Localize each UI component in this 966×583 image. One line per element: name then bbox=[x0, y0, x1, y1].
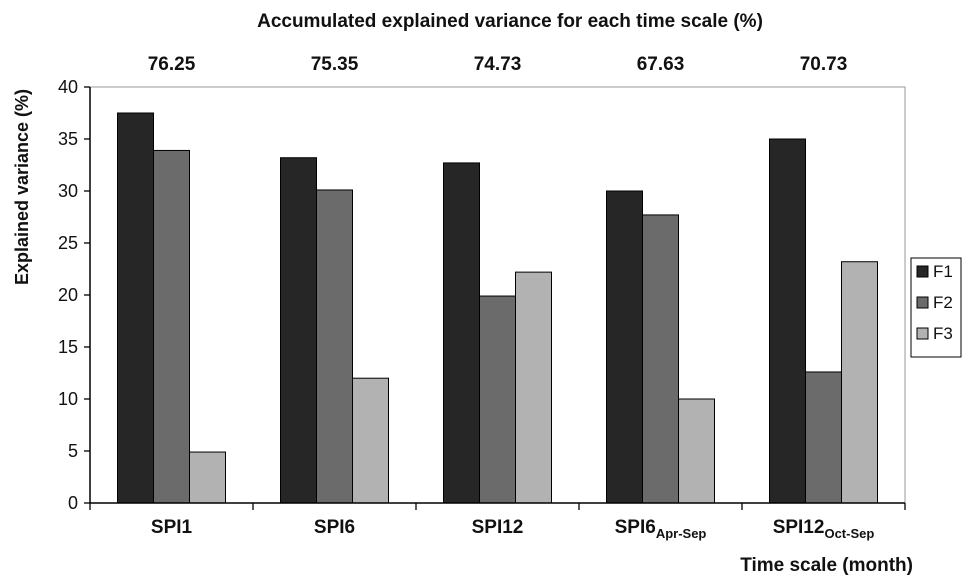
accumulated-value: 75.35 bbox=[311, 54, 359, 75]
legend-label-f2: F2 bbox=[933, 293, 953, 312]
y-tick-label: 5 bbox=[68, 441, 78, 461]
x-tick-label: SPI12Oct-Sep bbox=[773, 517, 875, 541]
x-tick-label: SPI1 bbox=[151, 517, 193, 538]
bar-f3-4 bbox=[678, 398, 715, 504]
y-axis-label: Explained variance (%) bbox=[12, 89, 32, 285]
x-tick-label: SPI12 bbox=[472, 517, 524, 538]
legend-swatch-f2 bbox=[916, 296, 929, 309]
y-tick-label: 20 bbox=[58, 285, 78, 305]
y-tick-label: 0 bbox=[68, 493, 78, 513]
y-tick-label: 15 bbox=[58, 337, 78, 357]
x-tick-label: SPI6 bbox=[314, 517, 355, 538]
y-tick-label: 10 bbox=[58, 389, 78, 409]
accumulated-value: 74.73 bbox=[474, 54, 522, 75]
y-tick-label: 30 bbox=[58, 181, 78, 201]
accumulated-values-row: 76.25 75.35 74.73 67.63 70.73 bbox=[148, 54, 848, 75]
bar-f1-5 bbox=[769, 138, 806, 504]
bar-f3-5 bbox=[841, 261, 878, 504]
bar-f2-4 bbox=[642, 214, 679, 504]
legend-label-f3: F3 bbox=[933, 324, 953, 343]
bar-f2-3 bbox=[479, 295, 516, 504]
legend-swatch-f3 bbox=[916, 327, 929, 340]
legend-swatch-f1 bbox=[916, 265, 929, 278]
y-tick-label: 35 bbox=[58, 129, 78, 149]
bar-f3-3 bbox=[515, 271, 552, 504]
x-tick-label: SPI6Apr-Sep bbox=[615, 517, 707, 541]
x-axis-label: Time scale (month) bbox=[740, 555, 913, 576]
bar-f1-4 bbox=[606, 190, 643, 504]
bar-f1-1 bbox=[117, 112, 154, 504]
bar-f3-2 bbox=[352, 377, 389, 504]
bar-f2-1 bbox=[153, 149, 190, 504]
y-tick-label: 25 bbox=[58, 233, 78, 253]
bar-f1-2 bbox=[280, 157, 317, 504]
accumulated-value: 67.63 bbox=[637, 54, 685, 75]
legend-label-f1: F1 bbox=[933, 262, 953, 281]
y-tick-label: 40 bbox=[58, 77, 78, 97]
chart-title: Accumulated explained variance for each … bbox=[257, 11, 763, 32]
bar-f3-1 bbox=[189, 451, 226, 504]
plot-area: 0 5 10 15 20 25 30 35 40 SPI1 SPI6 SPI12 SPI6Apr-Sep… bbox=[58, 77, 906, 541]
accumulated-value: 76.25 bbox=[148, 54, 196, 75]
accumulated-value: 70.73 bbox=[800, 54, 848, 75]
bar-f2-2 bbox=[316, 189, 353, 504]
bar-f2-5 bbox=[805, 371, 842, 504]
legend: F1 F2 F3 bbox=[910, 257, 962, 358]
bar-f1-3 bbox=[443, 162, 480, 504]
